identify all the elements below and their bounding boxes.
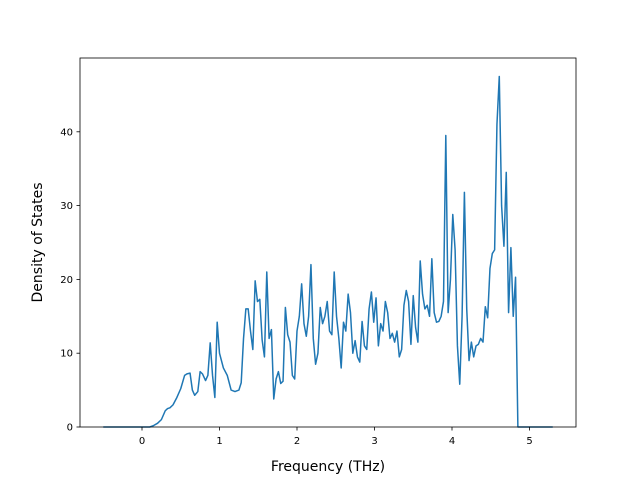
x-tick-label: 5 [526,436,532,447]
dos-line [103,75,553,428]
y-tick-label: 30 [60,201,73,212]
x-tick-label: 4 [449,436,455,447]
y-tick-label: 10 [60,349,73,360]
x-tick-label: 2 [294,436,300,447]
y-tick-label: 0 [67,423,73,434]
plot-background [80,58,576,427]
y-axis-label: Density of States [30,183,46,303]
x-tick-label: 1 [216,436,222,447]
x-axis-label: Frequency (THz) [271,459,385,475]
y-tick-label: 40 [60,127,73,138]
plot-frame [79,57,577,428]
y-axis-ticks: 0 10 20 30 40 [60,127,80,434]
y-tick-label: 20 [60,275,73,286]
x-axis-ticks: 0 1 2 3 4 5 [139,427,533,447]
x-tick-label: 3 [371,436,377,447]
x-tick-label: 0 [139,436,145,447]
